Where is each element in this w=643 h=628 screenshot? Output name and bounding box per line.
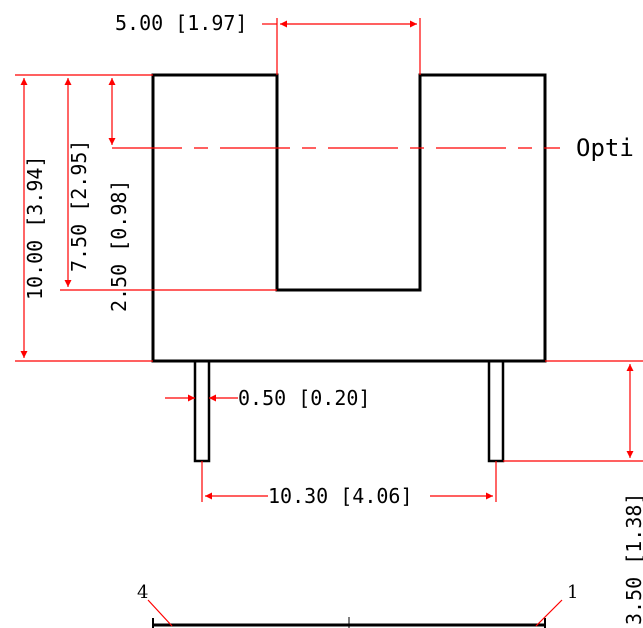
body-height-label: 10.00 [3.94]: [23, 156, 47, 301]
pin-1-leader: [535, 599, 563, 627]
sensor-body-outline: [151, 73, 547, 363]
pin-1-label: 1: [567, 582, 578, 603]
optical-axis-height-label: 2.50 [0.98]: [107, 180, 131, 312]
pin-pitch-dimension: 10.30 [4.06]: [201, 461, 497, 508]
pin-pitch-label: 10.30 [4.06]: [268, 484, 413, 508]
pin-width-label: 0.50 [0.20]: [238, 386, 370, 410]
bottom-view: 4 1: [137, 582, 578, 628]
pin-4-leader: [147, 599, 173, 627]
slot-width-dimension: 5.00 [1.97]: [115, 11, 421, 75]
body-height-dimension: 10.00 [3.94]: [15, 74, 153, 362]
slot-depth-dimension: 7.50 [2.95]: [60, 78, 277, 291]
pin-length-dimension: 3.50 [1.38]: [503, 360, 643, 625]
optical-axis-label: Opti: [576, 134, 634, 162]
pin-4-label: 4: [137, 582, 148, 603]
pin-right: [487, 359, 505, 463]
optical-axis-height-dimension: 2.50 [0.98]: [107, 78, 131, 312]
pin-width-dimension: 0.50 [0.20]: [165, 386, 370, 410]
slot-width-label: 5.00 [1.97]: [115, 11, 247, 35]
pin-left: [193, 359, 211, 463]
pin-length-label: 3.50 [1.38]: [622, 493, 643, 625]
slot-depth-label: 7.50 [2.95]: [67, 140, 91, 272]
